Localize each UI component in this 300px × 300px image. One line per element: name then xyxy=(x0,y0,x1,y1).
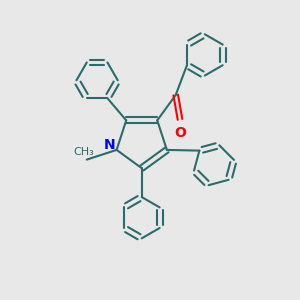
Text: CH₃: CH₃ xyxy=(73,147,94,157)
Text: O: O xyxy=(174,126,186,140)
Text: N: N xyxy=(103,138,115,152)
